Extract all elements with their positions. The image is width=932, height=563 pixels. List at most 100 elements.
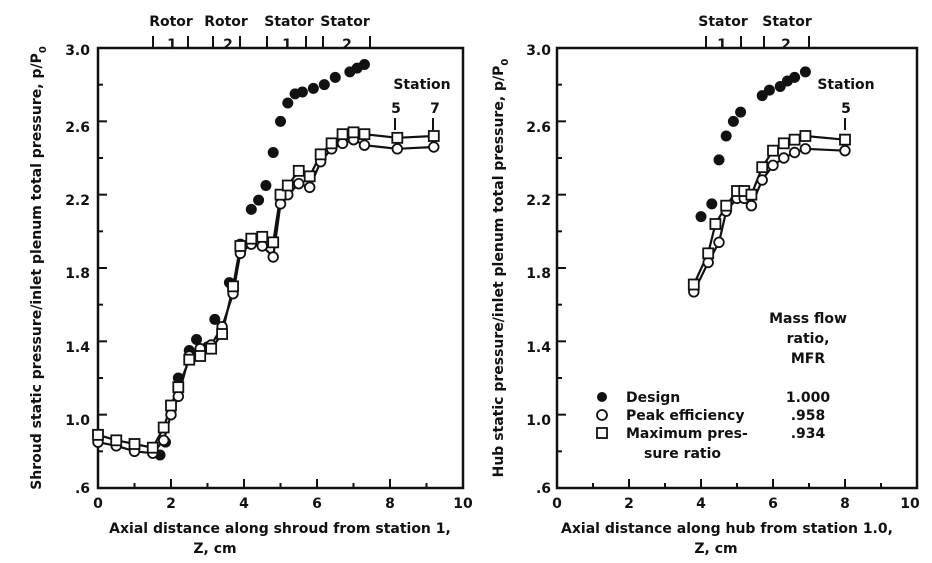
right-design-point — [720, 130, 732, 142]
left-max-point — [347, 126, 360, 139]
right-design-point — [713, 154, 725, 166]
legend-design-label: Design — [626, 390, 680, 406]
station-7-label: 7 — [430, 101, 440, 117]
left-design-point — [209, 313, 221, 325]
left-max-point — [172, 381, 185, 394]
left-xtick-label: 10 — [453, 496, 473, 512]
right-peak-point — [713, 236, 725, 249]
left-peak-point — [304, 181, 316, 194]
right-max-point — [777, 137, 790, 150]
right-design-point — [706, 198, 718, 210]
rotor-1-row-number: 1 — [167, 37, 177, 53]
left-max-point — [274, 188, 287, 201]
right-xtick-label: 2 — [624, 496, 634, 512]
right-design-point — [727, 115, 739, 127]
left-peak-point — [267, 251, 279, 263]
left-peak-point — [157, 434, 170, 447]
left-max-point — [267, 236, 280, 249]
left-y-axis-label: Shroud static pressure/inlet plenum tota… — [29, 46, 49, 490]
right-max-point — [788, 133, 801, 146]
left-max-point — [205, 342, 218, 355]
left-max-point — [194, 350, 207, 362]
left-max-point — [157, 421, 170, 434]
right-x-axis-label-line1: Axial distance along hub from station 1.… — [561, 521, 893, 537]
right-data-series — [687, 66, 851, 298]
right-xtick-label: 4 — [696, 496, 706, 512]
left-ytick-label: 2.2 — [65, 193, 90, 209]
legend-design-value: 1.000 — [786, 390, 831, 406]
right-xtick-label: 10 — [900, 496, 920, 512]
left-max-point — [256, 230, 269, 243]
left-ytick-label: 3.0 — [65, 43, 90, 59]
left-blade-row-markers — [152, 36, 371, 48]
left-xtick-label: 0 — [93, 496, 103, 512]
left-max-point — [303, 170, 316, 183]
right-max-point — [709, 218, 722, 230]
left-design-point — [172, 372, 184, 384]
right-design-point — [799, 66, 811, 78]
left-max-point — [391, 131, 404, 144]
right-max-point — [756, 161, 769, 174]
hub-stator-1-row-number: 1 — [717, 37, 727, 53]
left-max-point — [358, 128, 371, 141]
right-xtick-label: 0 — [552, 496, 562, 512]
left-max-point — [227, 280, 239, 293]
station-5-label: 5 — [391, 101, 401, 117]
right-peak-point — [799, 143, 812, 155]
left-max-point — [325, 137, 338, 150]
right-ytick-label: 1.4 — [526, 340, 551, 356]
legend-peak-marker — [596, 409, 608, 421]
left-design-point — [318, 79, 330, 91]
left-design-point — [253, 194, 265, 206]
left-design-point — [296, 86, 308, 98]
legend-peak-label: Peak efficiency — [626, 408, 744, 424]
right-max-point — [799, 130, 812, 142]
left-x-axis-label-line1: Axial distance along shroud from station… — [109, 521, 451, 537]
left-peak-point — [293, 177, 305, 190]
left-ytick-label: 1.4 — [65, 340, 90, 356]
legend: Mass flow ratio, MFR Design 1.000 Peak e… — [596, 311, 847, 462]
left-peak-point — [358, 139, 371, 151]
right-max-point — [839, 133, 851, 146]
right-ytick-label: 1.8 — [526, 266, 551, 282]
left-max-point — [183, 353, 196, 366]
hub-stator-2-header: Stator — [762, 14, 812, 30]
rotor-2-header: Rotor — [204, 14, 248, 30]
right-xtick-label: 8 — [840, 496, 850, 512]
right-max-point — [767, 144, 779, 157]
left-max-point — [281, 179, 294, 192]
right-ytick-label: 2.2 — [526, 193, 551, 209]
left-max-point — [234, 240, 247, 252]
hub-pressure-chart: .6 1.0 1.4 1.8 2.2 2.6 3.0 0 2 4 6 8 10 … — [491, 14, 920, 557]
right-x-axis-label-line2: Z, cm — [694, 541, 737, 557]
shroud-pressure-chart: .6 1.0 1.4 1.8 2.2 2.6 3.0 0 2 4 6 8 10 … — [29, 14, 473, 557]
left-max-point — [110, 434, 123, 447]
left-axis-ticks — [97, 47, 464, 489]
left-x-axis-label-line2: Z, cm — [193, 541, 236, 557]
stator-1-row-number: 1 — [282, 37, 292, 53]
left-ytick-label: 1.8 — [65, 266, 90, 282]
legend-max-label-line2: sure ratio — [644, 446, 721, 462]
right-peak-point — [767, 159, 779, 172]
left-max-point — [314, 148, 327, 161]
left-max-point — [216, 328, 229, 340]
right-max-point — [687, 278, 700, 291]
right-blade-row-markers — [705, 36, 810, 48]
right-max-point — [720, 199, 733, 212]
left-design-point — [275, 115, 286, 127]
left-ytick-label: 2.6 — [65, 120, 90, 136]
right-ytick-label: 2.6 — [526, 120, 551, 136]
left-xtick-label: 4 — [239, 496, 249, 512]
left-design-point — [191, 334, 203, 345]
hub-station-5-label: 5 — [841, 101, 851, 117]
left-station-title: Station — [393, 77, 450, 93]
right-max-point — [745, 188, 758, 201]
left-max-point — [292, 164, 305, 177]
left-xtick-label: 8 — [385, 496, 395, 512]
stator-2-row-number: 2 — [342, 37, 352, 53]
right-y-axis-label: Hub static pressure/inlet plenum total p… — [491, 59, 511, 478]
left-xtick-label: 6 — [312, 496, 322, 512]
left-design-point — [282, 97, 294, 109]
stator-1-header: Stator — [264, 14, 314, 30]
